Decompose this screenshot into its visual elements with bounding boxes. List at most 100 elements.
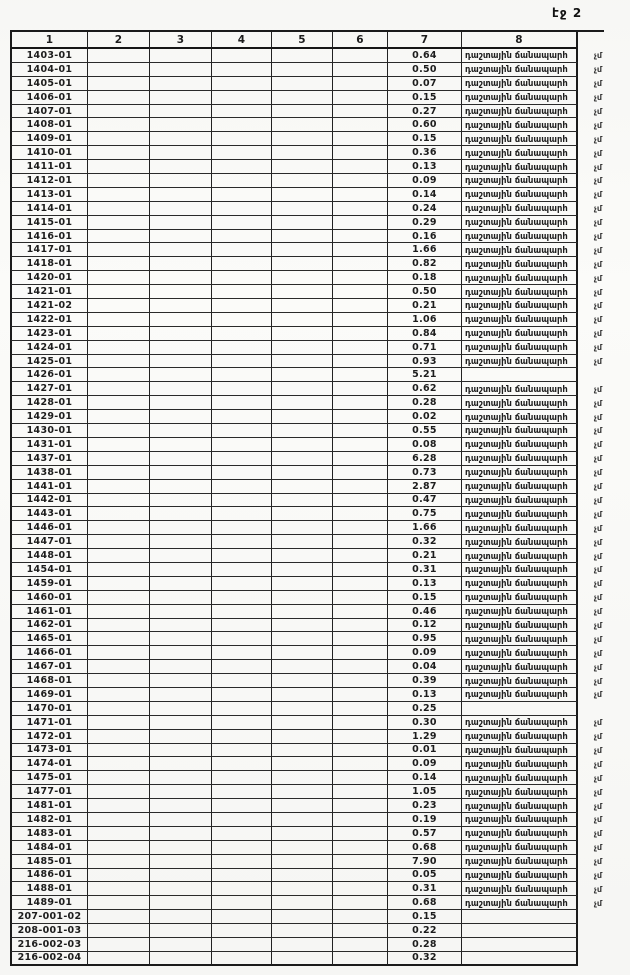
table-row: 1406-01 0.15 դաշտային ճանապարհ չմ xyxy=(10,90,604,105)
cell-area-value: 0.47 xyxy=(388,493,462,508)
cell-empty xyxy=(333,340,388,355)
cell-empty xyxy=(272,465,333,480)
cell-area-value: 0.95 xyxy=(388,632,462,647)
table-row: 1403-01 0.64 դաշտային ճանապարհ չմ xyxy=(10,49,604,63)
header-cell-5: 5 xyxy=(272,32,333,49)
cell-empty xyxy=(88,424,150,438)
cell-land-use: դաշտային ճանապարհ xyxy=(462,229,578,244)
cell-empty xyxy=(150,576,212,591)
cell-empty xyxy=(150,465,212,480)
cell-empty xyxy=(150,229,212,244)
cell-empty xyxy=(212,743,272,758)
cell-empty xyxy=(333,812,388,827)
cell-area-value: 0.19 xyxy=(388,812,462,827)
cell-empty xyxy=(272,632,333,647)
cell-land-use: դաշտային ճանապարհ xyxy=(462,479,578,494)
cell-empty xyxy=(212,368,272,383)
margin-note: չմ xyxy=(593,759,602,769)
cell-empty xyxy=(333,826,388,841)
cell-empty xyxy=(272,299,333,313)
cell-empty xyxy=(333,174,388,188)
cell-object-id: 1415-01 xyxy=(10,215,88,230)
cell-land-use xyxy=(462,910,578,925)
cell-area-value: 0.73 xyxy=(388,465,462,480)
cell-empty xyxy=(333,465,388,480)
table-row: 1412-01 0.09 դաշտային ճանապարհ չմ xyxy=(10,174,604,188)
cell-object-id: 1430-01 xyxy=(10,424,88,438)
cell-empty xyxy=(333,660,388,675)
cell-empty xyxy=(212,299,272,313)
header-cell-3: 3 xyxy=(150,32,212,49)
cell-empty xyxy=(333,354,388,369)
cell-area-value: 0.64 xyxy=(388,49,462,63)
cell-empty xyxy=(212,868,272,883)
cell-empty xyxy=(272,396,333,411)
cell-land-use: դաշտային ճանապարհ xyxy=(462,90,578,105)
cell-empty xyxy=(212,924,272,938)
cell-object-id: 1473-01 xyxy=(10,743,88,758)
cell-empty xyxy=(88,354,150,369)
cell-area-value: 0.28 xyxy=(388,396,462,411)
margin-note: չմ xyxy=(593,134,602,144)
cell-empty xyxy=(272,938,333,952)
cell-empty xyxy=(88,437,150,452)
margin-note xyxy=(578,910,604,924)
cell-empty xyxy=(333,924,388,938)
cell-empty xyxy=(150,354,212,369)
margin-note: չմ xyxy=(593,870,602,880)
cell-area-value: 1.06 xyxy=(388,312,462,327)
cell-land-use: դաշտային ճանապարհ xyxy=(462,660,578,675)
cell-empty xyxy=(88,549,150,563)
cell-object-id: 1460-01 xyxy=(10,590,88,605)
cell-empty xyxy=(212,826,272,841)
table-row: 1430-01 0.55 դաշտային ճանապարհ չմ xyxy=(10,424,604,438)
cell-empty xyxy=(212,76,272,91)
cell-empty xyxy=(333,104,388,119)
cell-land-use: դաշտային ճանապարհ xyxy=(462,882,578,897)
cell-empty xyxy=(212,757,272,772)
cell-empty xyxy=(212,118,272,133)
table-row: 1489-01 0.68 դաշտային ճանապարհ չմ xyxy=(10,896,604,911)
cell-area-value: 0.13 xyxy=(388,687,462,702)
cell-empty xyxy=(150,632,212,647)
cell-empty xyxy=(88,812,150,827)
cell-object-id: 1483-01 xyxy=(10,826,88,841)
cell-empty xyxy=(88,604,150,619)
cell-empty xyxy=(212,938,272,952)
cell-area-value: 5.21 xyxy=(388,368,462,383)
cell-area-value: 0.05 xyxy=(388,868,462,883)
cell-empty xyxy=(88,632,150,647)
cell-empty xyxy=(150,340,212,355)
margin-note: չմ xyxy=(593,357,602,367)
margin-note: չմ xyxy=(593,107,602,116)
cell-object-id: 216-002-04 xyxy=(10,951,88,966)
table-row: 1405-01 0.07 դաշտային ճանապարհ չմ xyxy=(10,76,604,91)
cell-empty xyxy=(88,62,150,77)
cell-empty xyxy=(272,354,333,369)
cell-empty xyxy=(150,812,212,827)
cell-area-value: 0.15 xyxy=(388,910,462,925)
cell-empty xyxy=(88,771,150,786)
cell-land-use: դաշտային ճանապարհ xyxy=(462,896,578,911)
cell-empty xyxy=(150,660,212,675)
margin-note: չմ xyxy=(593,690,602,700)
cell-empty xyxy=(212,465,272,480)
table-row: 1466-01 0.09 դաշտային ճանապարհ չմ xyxy=(10,646,604,661)
cell-land-use: դաշտային ճանապարհ xyxy=(462,285,578,300)
table-row: 1467-01 0.04 դաշտային ճանապարհ չմ xyxy=(10,660,604,675)
margin-note: չմ xyxy=(593,384,602,394)
cell-empty xyxy=(212,382,272,397)
cell-empty xyxy=(272,285,333,300)
margin-note: չմ xyxy=(593,343,602,353)
margin-note: չմ xyxy=(593,259,602,269)
table-row: 1417-01 1.66 դաշտային ճանապարհ չմ xyxy=(10,243,604,258)
cell-object-id: 1409-01 xyxy=(10,132,88,147)
table-row: 1418-01 0.82 դաշտային ճանապարհ չմ xyxy=(10,257,604,272)
table-row: 216-002-04 0.32 xyxy=(10,951,604,966)
table-row: 1421-01 0.50 դաշտային ճանապարհ չմ xyxy=(10,285,604,300)
cell-area-value: 0.25 xyxy=(388,701,462,716)
cell-empty xyxy=(272,562,333,577)
table-row: 1460-01 0.15 դաշտային ճանապարհ չմ xyxy=(10,590,604,605)
cell-empty xyxy=(88,896,150,911)
cell-object-id: 1488-01 xyxy=(10,882,88,897)
